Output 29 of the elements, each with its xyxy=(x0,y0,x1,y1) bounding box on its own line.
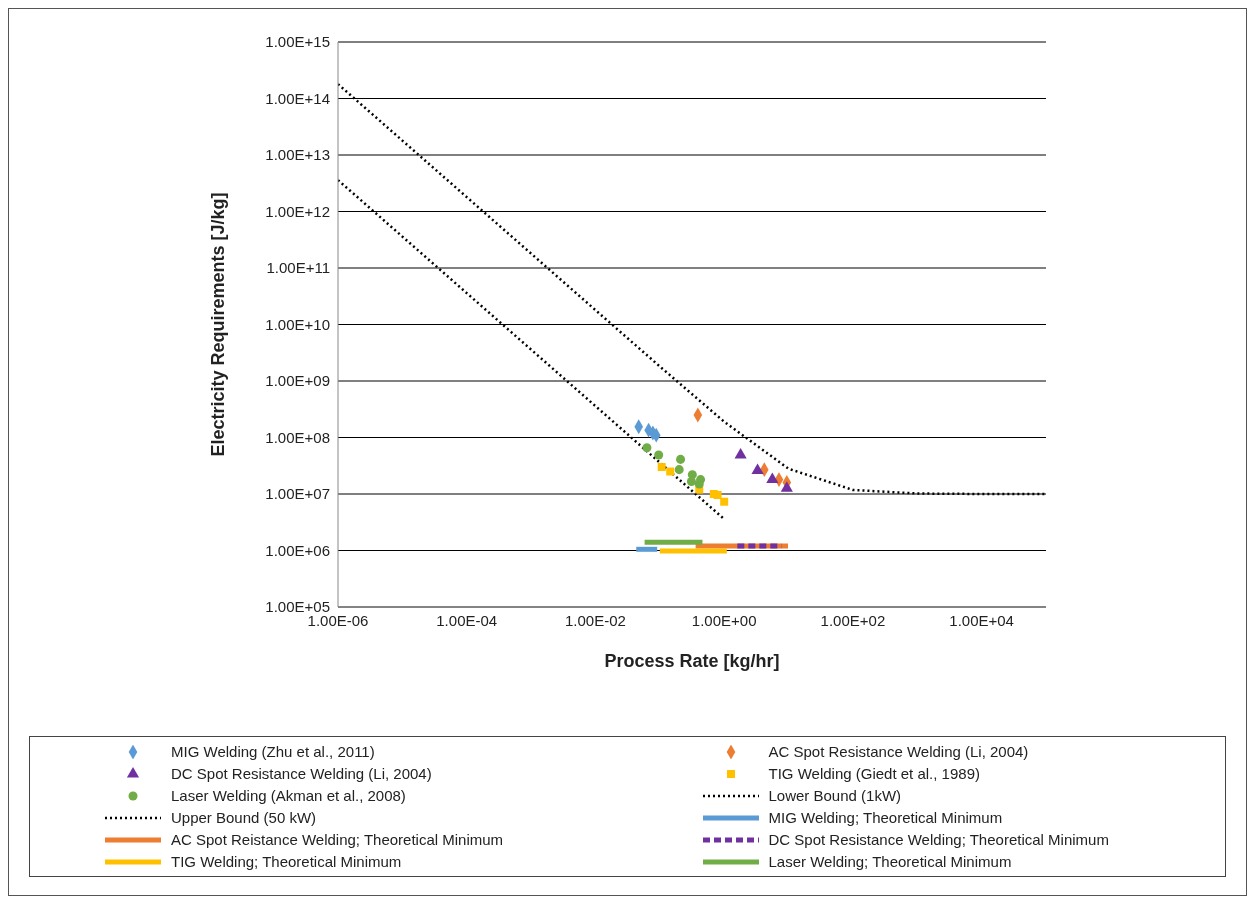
y-tick-label: 1.00E+13 xyxy=(265,146,330,164)
y-axis-title: Electricity Requirements [J/kg] xyxy=(208,192,229,457)
y-tick-label: 1.00E+07 xyxy=(265,485,330,503)
x-tick-label: 1.00E-04 xyxy=(436,611,498,629)
legend-label: AC Spot Resistance Welding (Li, 2004) xyxy=(768,743,1029,760)
y-tick-label: 1.00E+12 xyxy=(265,202,330,220)
legend-label: MIG Welding; Theoretical Minimum xyxy=(768,809,1003,826)
legend-label: Laser Welding (Akman et al., 2008) xyxy=(171,787,406,804)
legend-label: AC Spot Reistance Welding; Theoretical Minimum xyxy=(171,831,504,848)
y-tick-label: 1.00E+06 xyxy=(265,541,330,559)
legend-label: TIG Welding; Theoretical Minimum xyxy=(171,853,402,870)
legend-label: Laser Welding; Theoretical Minimum xyxy=(768,853,1012,870)
legend-label: TIG Welding (Giedt et al., 1989) xyxy=(768,765,980,782)
legend-label: MIG Welding (Zhu et al., 2011) xyxy=(171,743,375,760)
y-tick-label: 1.00E+15 xyxy=(265,33,330,51)
legend-label: DC Spot Resistance Welding (Li, 2004) xyxy=(171,765,432,782)
x-tick-label: 1.00E+00 xyxy=(691,611,757,629)
y-tick-label: 1.00E+10 xyxy=(265,315,330,333)
y-tick-label: 1.00E+14 xyxy=(265,89,330,107)
y-tick-label: 1.00E+08 xyxy=(265,428,330,446)
legend-label: Upper Bound (50 kW) xyxy=(171,809,317,826)
legend-label: Lower Bound (1kW) xyxy=(768,787,902,804)
legend-label: DC Spot Resistance Welding; Theoretical Minimum xyxy=(768,831,1109,848)
y-tick-label: 1.00E+09 xyxy=(265,372,330,390)
x-axis-title: Process Rate [kg/hr] xyxy=(604,651,780,671)
x-tick-label: 1.00E+02 xyxy=(820,611,886,629)
y-tick-label: 1.00E+11 xyxy=(266,259,330,277)
x-tick-label: 1.00E+04 xyxy=(949,611,1014,629)
x-tick-label: 1.00E-02 xyxy=(565,611,626,629)
